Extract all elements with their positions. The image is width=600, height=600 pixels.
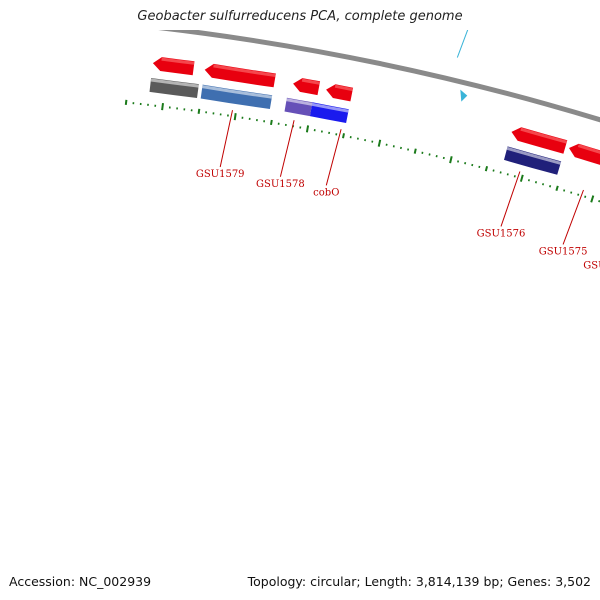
reverse-gene [149, 78, 199, 98]
tick-mark [519, 174, 524, 182]
tick-mark [598, 199, 600, 203]
tick-mark [377, 139, 382, 147]
tick-mark [570, 191, 573, 194]
gene-leader [325, 129, 342, 186]
tick-mark [270, 119, 273, 126]
tick-mark [342, 133, 345, 139]
tick-mark [464, 162, 467, 165]
forward-gene-shading [161, 57, 195, 65]
tick-mark [399, 146, 402, 150]
tick-mark [233, 113, 237, 121]
tick-mark [590, 195, 595, 203]
tick-mark [584, 195, 587, 198]
forward-strand-genes [152, 57, 600, 165]
gene-label: GSU1575 [539, 246, 588, 257]
gene-label: GSU1579 [196, 169, 245, 180]
genome-backbone [157, 30, 600, 123]
tick-mark [527, 179, 530, 182]
reverse-gene [309, 102, 349, 123]
gene-label: GSU1576 [477, 228, 526, 239]
tick-mark [542, 183, 545, 186]
tick-mark [577, 193, 580, 196]
forward-gene-shading [520, 127, 568, 144]
tick-mark [457, 160, 460, 163]
forward-gene-shading [213, 64, 276, 77]
trna-leader [456, 30, 469, 58]
trna-feature: tRNA-Val-2 [456, 30, 469, 102]
tick-mark [513, 175, 516, 178]
accession-text: Accession: NC_002939 [9, 574, 152, 589]
ruler-labels: 1723 kbp1724 kbp1725 kbp1726 kbp1727 kbp… [411, 0, 600, 83]
forward-gene-shading [301, 78, 320, 85]
gene-labels: GSU1571GSU1572GSU1573GSU1574GSU1575GSU15… [196, 110, 600, 271]
forward-gene-shading [577, 144, 600, 154]
tick-mark [428, 153, 431, 156]
trna-marker [460, 89, 468, 102]
reverse-gene-shading [202, 85, 273, 99]
gene-leader [219, 110, 233, 168]
reverse-strand-genes [149, 78, 562, 175]
tick-mark [305, 125, 310, 133]
tick-mark [471, 163, 474, 167]
tick-mark [124, 99, 128, 106]
gene-label: cobO [313, 187, 339, 198]
gene-leader [500, 171, 521, 227]
tick-mark [484, 166, 489, 172]
tick-mark [478, 165, 481, 169]
reverse-gene-shading [286, 98, 313, 106]
gene-leader [562, 189, 584, 245]
inner-tick-ring [124, 99, 600, 203]
reverse-gene [504, 146, 562, 175]
gene-label: GSU1578 [256, 179, 305, 190]
tick-mark [534, 181, 538, 184]
reverse-gene-shading [506, 146, 561, 165]
map-title: Geobacter sulfurreducens PCA, complete g… [137, 9, 463, 24]
tick-mark [492, 169, 495, 172]
gene-leader [279, 120, 295, 177]
reverse-gene-shading [150, 78, 199, 88]
tick-mark [413, 148, 417, 154]
tick-mark [555, 185, 559, 191]
tick-mark [449, 156, 453, 164]
gene-label: GSU1574 [583, 260, 600, 271]
tick-mark [435, 155, 438, 158]
tick-mark [161, 102, 164, 111]
tick-mark [197, 108, 201, 114]
tick-mark [563, 189, 566, 192]
tick-mark [549, 185, 552, 188]
forward-gene [511, 127, 568, 154]
tick-mark [499, 171, 502, 174]
genome-summary-text: Topology: circular; Length: 3,814,139 bp… [247, 574, 591, 589]
forward-gene [204, 63, 276, 88]
tick-mark [506, 173, 509, 176]
forward-gene-shading [334, 84, 353, 92]
